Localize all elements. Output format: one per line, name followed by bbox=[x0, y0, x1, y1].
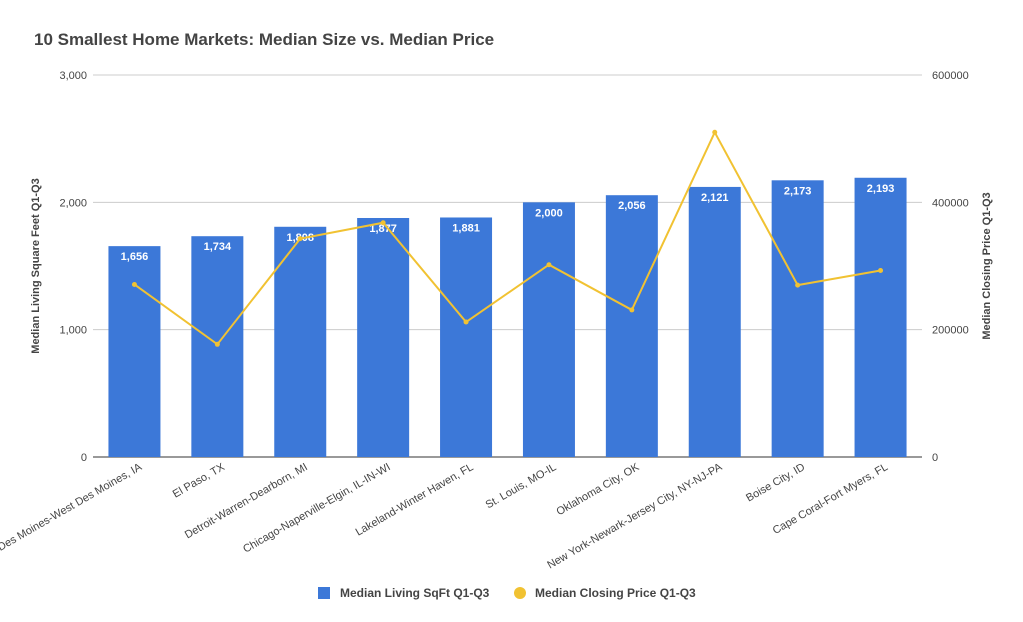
x-tick-label: Des Moines-West Des Moines, IA bbox=[0, 461, 145, 554]
price-point bbox=[795, 282, 801, 288]
bar bbox=[440, 217, 493, 457]
price-point bbox=[131, 281, 137, 287]
bar-data-label: 2,193 bbox=[867, 183, 895, 195]
bar-data-label: 2,121 bbox=[701, 192, 729, 204]
chart-title: 10 Smallest Home Markets: Median Size vs… bbox=[34, 30, 495, 49]
bar bbox=[357, 217, 410, 457]
legend-bar-label: Median Living SqFt Q1-Q3 bbox=[340, 586, 490, 600]
x-tick-label: Oklahoma City, OK bbox=[555, 461, 642, 518]
y-right-tick-label: 200000 bbox=[932, 325, 969, 337]
y-tick-label: 0 bbox=[81, 452, 87, 464]
bar-data-label: 1,734 bbox=[204, 241, 232, 253]
price-point bbox=[297, 236, 303, 242]
price-point bbox=[629, 307, 635, 313]
bar bbox=[771, 180, 824, 457]
y-right-tick-label: 400000 bbox=[932, 197, 969, 209]
bar bbox=[108, 246, 161, 457]
y-right-tick-label: 0 bbox=[932, 452, 938, 464]
bar-data-label: 2,056 bbox=[618, 200, 646, 212]
y-axis-title: Median Living Square Feet Q1-Q3 bbox=[30, 178, 42, 353]
price-point bbox=[546, 262, 552, 268]
bar-data-label: 1,881 bbox=[452, 222, 480, 234]
legend-line-swatch bbox=[514, 587, 526, 599]
price-point bbox=[878, 267, 884, 273]
bar bbox=[522, 202, 575, 457]
bar bbox=[605, 195, 658, 457]
x-tick-label: Chicago-Naperville-Elgin, IL-IN-WI bbox=[241, 461, 393, 555]
price-point bbox=[380, 220, 386, 226]
x-tick-label: New York-Newark-Jersey City, NY-NJ-PA bbox=[545, 461, 724, 572]
y-tick-label: 2,000 bbox=[59, 197, 87, 209]
y-right-axis-title: Median Closing Price Q1-Q3 bbox=[981, 192, 993, 339]
bar bbox=[688, 186, 741, 457]
legend-line-label: Median Closing Price Q1-Q3 bbox=[535, 586, 696, 600]
price-point bbox=[712, 129, 718, 135]
x-tick-label: El Paso, TX bbox=[171, 461, 228, 501]
x-tick-label: Boise City, ID bbox=[744, 461, 807, 504]
legend-bar-swatch bbox=[318, 587, 330, 599]
y-tick-label: 3,000 bbox=[59, 70, 87, 82]
price-line bbox=[133, 130, 881, 346]
bar-data-label: 2,000 bbox=[535, 207, 563, 219]
price-point bbox=[214, 341, 220, 347]
y-right-tick-label: 600000 bbox=[932, 70, 969, 82]
bar bbox=[274, 226, 327, 457]
price-point bbox=[463, 319, 469, 325]
x-tick-label: St. Louis, MO-IL bbox=[484, 461, 559, 511]
bar-data-label: 2,173 bbox=[784, 185, 812, 197]
bar-data-label: 1,656 bbox=[121, 251, 149, 263]
bar bbox=[854, 177, 907, 457]
y-tick-label: 1,000 bbox=[59, 325, 87, 337]
